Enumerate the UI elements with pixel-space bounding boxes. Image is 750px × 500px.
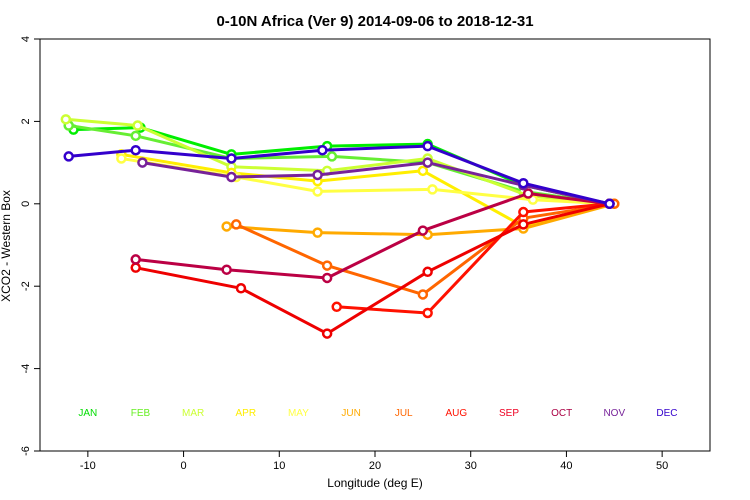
data-point bbox=[132, 120, 143, 131]
month-label: MAR bbox=[182, 408, 204, 419]
data-point bbox=[427, 184, 438, 195]
month-label: NOV bbox=[603, 408, 625, 419]
data-point bbox=[422, 157, 433, 168]
month-label: AUG bbox=[446, 408, 468, 419]
y-tick-label: 0 bbox=[20, 201, 32, 207]
month-label: DEC bbox=[656, 408, 677, 419]
x-tick-label: 50 bbox=[656, 460, 668, 472]
data-point bbox=[226, 153, 237, 164]
data-point bbox=[422, 140, 433, 152]
plot-frame bbox=[39, 38, 711, 452]
x-tick-label: 40 bbox=[560, 460, 572, 472]
y-tick-label: 2 bbox=[20, 118, 32, 124]
y-tick-label: -6 bbox=[20, 446, 32, 456]
x-tick-label: 0 bbox=[181, 460, 187, 472]
series-line bbox=[121, 152, 610, 228]
data-point bbox=[518, 219, 529, 230]
data-point bbox=[221, 221, 232, 232]
series-8 bbox=[130, 198, 615, 339]
x-tick-label: -10 bbox=[80, 460, 96, 472]
x-tick-label: 20 bbox=[369, 460, 381, 472]
series-9 bbox=[130, 188, 615, 284]
series-line bbox=[336, 202, 610, 315]
series-7 bbox=[331, 198, 615, 319]
data-point bbox=[417, 225, 429, 236]
data-point bbox=[331, 301, 342, 313]
x-axis: -10 0 10 20 30 40 50 bbox=[80, 451, 668, 472]
month-label: MAY bbox=[288, 408, 309, 419]
data-point bbox=[422, 266, 433, 278]
y-tick-label: 4 bbox=[20, 36, 32, 42]
y-tick-label: -2 bbox=[20, 281, 32, 291]
series-6 bbox=[230, 198, 620, 300]
data-point bbox=[130, 262, 141, 273]
data-point bbox=[312, 186, 323, 197]
series-layer bbox=[60, 114, 620, 339]
month-label: APR bbox=[236, 408, 257, 419]
month-label: JUL bbox=[395, 408, 413, 419]
chart-title: 0-10N Africa (Ver 9) 2014-09-06 to 2018-… bbox=[216, 13, 533, 30]
series-line bbox=[135, 202, 610, 336]
month-label: OCT bbox=[551, 408, 572, 419]
data-point bbox=[312, 169, 323, 181]
data-point bbox=[130, 144, 141, 156]
plot-area: -10 0 10 20 30 40 50 -6 -4 -2 0 2 4 JAN FEB MAR APR MAY… bbox=[20, 36, 711, 472]
month-label-layer: JAN FEB MAR APR MAY JUN JUL AUG SEP OCT NOV DEC bbox=[78, 408, 677, 419]
data-point bbox=[317, 144, 328, 156]
data-point bbox=[321, 272, 333, 284]
data-point bbox=[417, 289, 429, 300]
data-point bbox=[417, 165, 429, 177]
y-axis-label: XCO2 - Western Box bbox=[0, 190, 13, 302]
data-point bbox=[226, 171, 237, 183]
data-point bbox=[60, 114, 72, 125]
series-line bbox=[142, 161, 610, 206]
y-axis: -6 -4 -2 0 2 4 bbox=[20, 36, 40, 456]
month-label: JAN bbox=[78, 408, 97, 419]
data-point bbox=[137, 157, 148, 168]
y-tick-label: -4 bbox=[20, 364, 32, 374]
data-point bbox=[321, 328, 333, 339]
month-label: JUN bbox=[341, 408, 360, 419]
x-tick-label: 30 bbox=[465, 460, 477, 472]
data-point bbox=[230, 219, 242, 230]
series-line bbox=[135, 192, 610, 280]
data-point bbox=[518, 177, 529, 189]
data-point bbox=[321, 260, 333, 271]
month-label: SEP bbox=[499, 408, 519, 419]
x-tick-label: 10 bbox=[273, 460, 285, 472]
series-11 bbox=[63, 140, 615, 210]
data-point bbox=[221, 264, 232, 275]
data-point bbox=[312, 227, 323, 238]
data-point bbox=[235, 283, 247, 294]
month-label: FEB bbox=[131, 408, 151, 419]
data-point bbox=[422, 307, 433, 319]
series-4 bbox=[116, 153, 615, 210]
data-point bbox=[518, 206, 529, 218]
data-point bbox=[326, 151, 338, 162]
data-point bbox=[604, 198, 615, 210]
x-axis-label: Longitude (deg E) bbox=[327, 476, 422, 490]
data-point bbox=[130, 254, 141, 265]
data-point bbox=[116, 153, 127, 164]
data-point bbox=[522, 188, 534, 199]
data-point bbox=[130, 130, 141, 142]
data-point bbox=[63, 151, 74, 162]
